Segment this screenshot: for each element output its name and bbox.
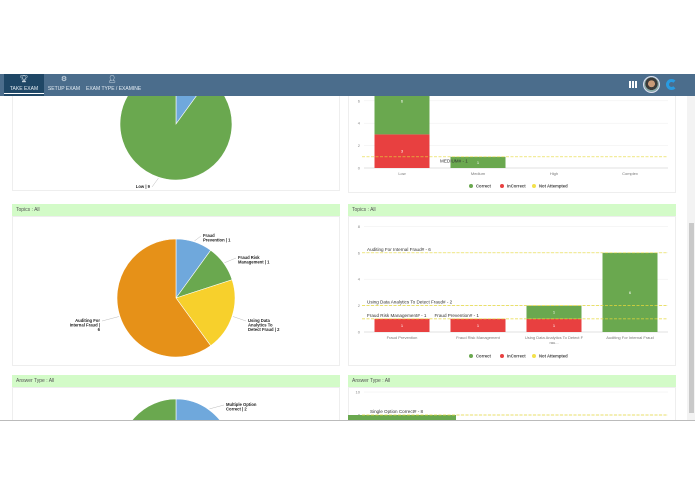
bar-value-label: 6 (629, 290, 632, 295)
nav-exam-type[interactable]: 👤︎ EXAM TYPE / EXAMINE (86, 76, 142, 92)
dashboard-content: Topics : All Topics : All Answer Type : … (0, 96, 695, 421)
pie-slice (175, 279, 236, 347)
y-tick-label: 6 (358, 98, 361, 103)
bar-value-label: 1 (553, 310, 556, 315)
pie-label: Multiple Option Correct | 2 (226, 402, 257, 412)
pie-label-leader (194, 235, 202, 242)
x-tick-label: Fraud Prevention (387, 335, 418, 340)
pie-label: Using Data Analytics To Detect Fraud | 2 (248, 318, 280, 332)
bar-value-label: 1 (477, 323, 480, 328)
annotation-label: Fraud Risk Management# - 1 (367, 313, 427, 318)
apps-grid-icon[interactable] (629, 81, 637, 88)
x-tick-label: Fraud Risk Management (456, 335, 501, 340)
legend-marker (469, 354, 473, 358)
legend-item: InCorrect (507, 354, 526, 359)
user-icon: 👤︎ (107, 76, 117, 83)
answer-header-right: Answer Type : All (348, 375, 676, 387)
annotation-label: MEDIUM# - 1 (440, 158, 468, 163)
topics-header-left: Topics : All (12, 204, 340, 216)
x-tick-label: Low (398, 171, 405, 176)
top-navbar: 🏆︎ TAKE EXAM ⚙ SETUP EXAM 👤︎ EXAM TYPE /… (0, 74, 695, 96)
answer-bar-panel (348, 387, 676, 420)
pie-slice (175, 398, 221, 420)
y-tick-label: 2 (358, 143, 361, 148)
bar-segment (450, 318, 506, 332)
legend-marker (532, 184, 536, 188)
y-tick-label: 4 (358, 277, 361, 282)
bar-segment (526, 318, 582, 332)
legend-item: Correct (476, 354, 491, 359)
legend-item: Not Attempted (539, 184, 568, 189)
y-tick-label: 4 (358, 121, 361, 126)
annotation-label: Using Data Analytics To Detect Fraud# - … (367, 300, 453, 305)
nav-setup-exam[interactable]: ⚙ SETUP EXAM (47, 76, 81, 92)
x-tick-label: Complex (622, 171, 638, 176)
legend-item: Correct (476, 184, 491, 189)
legend-marker (469, 184, 473, 188)
legend-item: Not Attempted (539, 354, 568, 359)
pie-label-leader (224, 257, 237, 263)
pie-label-leader (232, 316, 247, 322)
pie-slice (119, 96, 233, 181)
avatar[interactable] (643, 76, 660, 93)
answer-header-left: Answer Type : All (12, 375, 340, 387)
charts-layer: Low | 9 0 2 4 6 Low 3 6 Medium 1 High Complex MEDIUM… (70, 96, 668, 420)
pie-label: Fraud Risk Management | 1 (238, 255, 270, 265)
trophy-icon: 🏆︎ (19, 76, 29, 83)
pie-label-leader (209, 404, 225, 410)
bar-value-label: 1 (401, 323, 404, 328)
pie-label-leader (151, 178, 159, 188)
pie-label-leader (101, 316, 119, 322)
y-tick-label: 6 (358, 250, 361, 255)
topics-header-right: Topics : All (348, 204, 676, 216)
x-tick-label: Auditing For Internal Fraud (606, 335, 654, 340)
annotation-label: Single Option Correct# - 8 (370, 409, 424, 414)
legend-marker (500, 354, 504, 358)
scrollbar-thumb[interactable] (689, 223, 694, 413)
y-tick-label: 0 (358, 330, 361, 335)
annotation-label: Fraud Prevention# - 1 (435, 313, 480, 318)
y-tick-label: 2 (358, 303, 361, 308)
logo-icon[interactable] (666, 79, 677, 90)
legend-marker (532, 354, 536, 358)
pie-label: Auditing For Internal Fraud | 6 (70, 318, 101, 332)
pie-slice (116, 238, 212, 358)
bar-value-label: 1 (553, 323, 556, 328)
legend-marker (500, 184, 504, 188)
nav-take-exam[interactable]: 🏆︎ TAKE EXAM (4, 74, 44, 96)
x-tick-label: rau... (549, 340, 558, 345)
y-tick-label: 8 (358, 224, 361, 229)
annotation-label: Auditing For Internal Fraud# - 6 (367, 247, 431, 252)
legend-item: InCorrect (507, 184, 526, 189)
bar-value-label: 6 (401, 98, 404, 103)
bar-segment (374, 318, 430, 332)
bar-segment (348, 415, 456, 420)
bar-segment (450, 156, 506, 168)
pie-label: Fraud Prevention | 1 (203, 233, 231, 243)
bar-segment (374, 96, 430, 135)
y-tick-label: 0 (358, 166, 361, 171)
x-tick-label: Medium (471, 171, 486, 176)
pie-slice (131, 398, 177, 420)
y-tick-label: 10 (356, 390, 361, 395)
bar-value-label: 3 (401, 149, 404, 154)
x-tick-label: Using Data Analytics To Detect F (525, 335, 584, 340)
pie-label: Low | 9 (136, 184, 151, 189)
bar-segment (526, 305, 582, 319)
x-tick-label: High (550, 171, 558, 176)
gear-icon: ⚙ (60, 76, 68, 83)
bar-segment (374, 134, 430, 168)
bar-value-label: 1 (477, 160, 480, 165)
